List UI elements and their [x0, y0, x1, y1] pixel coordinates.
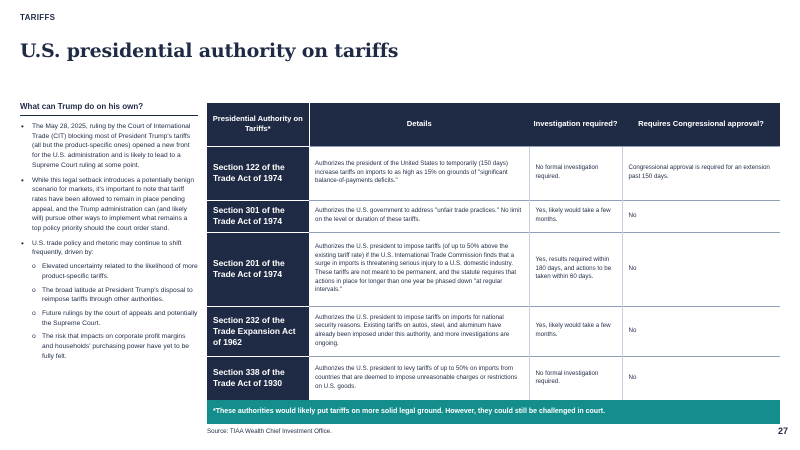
sub-bullet-list: Elevated uncertainty related to the like…: [32, 262, 198, 361]
table-row: Section 338 of the Trade Act of 1930 Aut…: [207, 355, 780, 400]
page-number: 27: [777, 426, 788, 436]
authority-cell: Section 301 of the Trade Act of 1974: [207, 199, 309, 232]
investigation-cell: No formal investigation required.: [528, 355, 622, 400]
bullet-text: U.S. trade policy and rhetoric may conti…: [32, 239, 182, 257]
congress-cell: No: [621, 305, 780, 356]
eyebrow-label: TARIFFS: [20, 13, 56, 22]
left-panel-heading: What can Trump do on his own?: [20, 102, 198, 116]
details-cell: Authorizes the president of the United S…: [309, 145, 529, 200]
source-note: Source: TIAA Wealth Chief Investment Off…: [207, 428, 332, 435]
details-cell: Authorizes the U.S. government to addres…: [309, 199, 529, 232]
column-header-investigation: Investigation required?: [529, 103, 622, 146]
congress-cell: No: [621, 231, 780, 306]
column-header-congress: Requires Congressional approval?: [622, 103, 780, 146]
congress-cell: No: [621, 199, 780, 232]
investigation-cell: Yes, likely would take a few months.: [528, 199, 622, 232]
page-title: U.S. presidential authority on tariffs: [20, 40, 399, 62]
bullet-item: While this legal setback introduces a po…: [20, 176, 198, 234]
details-cell: Authorizes the U.S. president to impose …: [309, 231, 529, 306]
authority-table: Presidential Authority on Tariffs* Detai…: [207, 103, 780, 424]
table-row: Section 301 of the Trade Act of 1974 Aut…: [207, 199, 780, 232]
table-row: Section 201 of the Trade Act of 1974 Aut…: [207, 231, 780, 306]
sub-bullet-item: The risk that impacts on corporate profi…: [20, 332, 198, 361]
bullet-item: The May 28, 2025, ruling by the Court of…: [20, 122, 198, 171]
bullet-item: U.S. trade policy and rhetoric may conti…: [20, 239, 198, 362]
table-footnote: *These authorities would likely put tari…: [207, 400, 780, 424]
column-header-details: Details: [309, 103, 529, 146]
details-cell: Authorizes the U.S. president to levy ta…: [309, 355, 529, 400]
authority-cell: Section 232 of the Trade Expansion Act o…: [207, 305, 309, 356]
bullet-list: The May 28, 2025, ruling by the Court of…: [20, 122, 198, 361]
table-footnote-row: *These authorities would likely put tari…: [207, 400, 780, 424]
investigation-cell: Yes, results required within 180 days, a…: [528, 231, 622, 306]
investigation-cell: No formal investigation required.: [528, 145, 622, 200]
congress-cell: Congressional approval is required for a…: [621, 145, 780, 200]
details-cell: Authorizes the U.S. president to impose …: [309, 305, 529, 356]
authority-cell: Section 122 of the Trade Act of 1974: [207, 145, 309, 200]
table-header-row: Presidential Authority on Tariffs* Detai…: [207, 103, 780, 146]
investigation-cell: Yes, likely would take a few months.: [528, 305, 622, 356]
sub-bullet-item: Elevated uncertainty related to the like…: [20, 262, 198, 281]
authority-cell: Section 201 of the Trade Act of 1974: [207, 231, 309, 306]
table-row: Section 232 of the Trade Expansion Act o…: [207, 305, 780, 356]
left-panel: What can Trump do on his own? The May 28…: [20, 102, 198, 366]
sub-bullet-item: The broad latitude at President Trump's …: [20, 286, 198, 305]
congress-cell: No: [621, 355, 780, 400]
authority-cell: Section 338 of the Trade Act of 1930: [207, 355, 309, 400]
sub-bullet-item: Future rulings by the court of appeals a…: [20, 309, 198, 328]
column-header-authority: Presidential Authority on Tariffs*: [207, 103, 310, 146]
table-row: Section 122 of the Trade Act of 1974 Aut…: [207, 145, 780, 200]
